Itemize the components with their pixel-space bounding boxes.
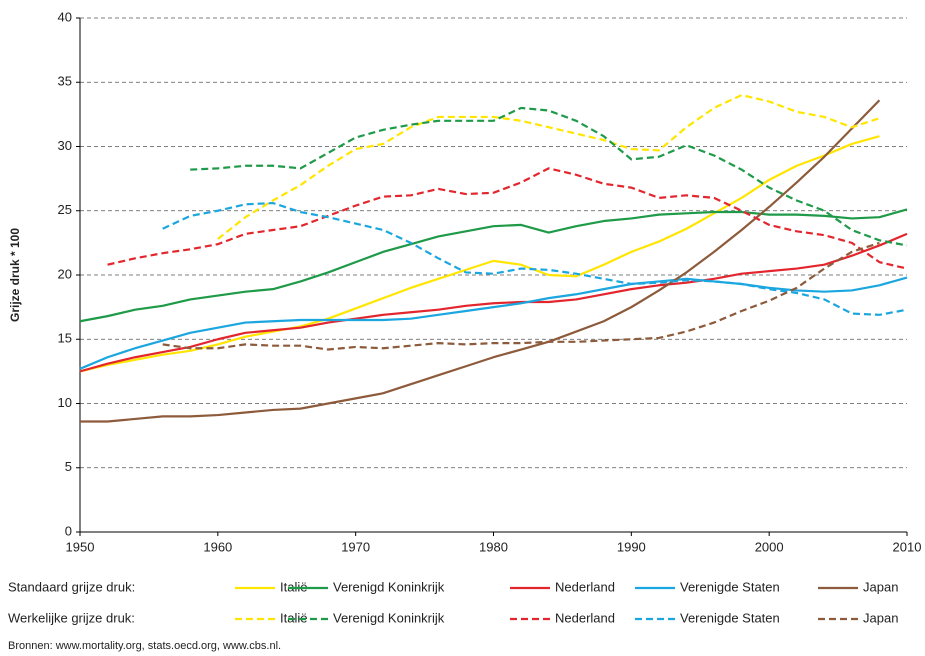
y-tick-label: 0	[65, 523, 72, 538]
x-tick-label: 1950	[66, 539, 95, 554]
x-tick-label: 1990	[617, 539, 646, 554]
source: Bronnen: www.mortality.org, stats.oecd.o…	[8, 640, 281, 652]
legend-label: Verenigde Staten	[680, 579, 780, 594]
series-line	[79, 208, 908, 323]
legend-label: Verenigd Koninkrijk	[333, 610, 445, 625]
series-line	[79, 232, 908, 373]
series-line	[162, 241, 880, 351]
y-tick-label: 35	[58, 74, 72, 89]
legend-label: Nederland	[555, 579, 615, 594]
x-tick-label: 1980	[479, 539, 508, 554]
legend-row-label: Werkelijke grijze druk:	[8, 610, 135, 625]
y-tick-label: 25	[58, 202, 72, 217]
y-tick-label: 40	[58, 9, 72, 24]
y-tick-label: 30	[58, 138, 72, 153]
legend-label: Japan	[863, 610, 898, 625]
series-line	[217, 94, 880, 240]
legend-label: Verenigd Koninkrijk	[333, 579, 445, 594]
series-line	[79, 135, 880, 373]
y-tick-label: 20	[58, 266, 72, 281]
x-tick-label: 1960	[203, 539, 232, 554]
y-axis-label: Grijze druk * 100	[8, 228, 22, 322]
x-tick-label: 1970	[341, 539, 370, 554]
legend-row-label: Standaard grijze druk:	[8, 579, 135, 594]
series-line	[190, 106, 908, 247]
legend-label: Japan	[863, 579, 898, 594]
x-tick-label: 2000	[755, 539, 784, 554]
series-line	[79, 276, 908, 370]
series-line	[107, 167, 908, 270]
x-tick-label: 2010	[893, 539, 922, 554]
series-line	[162, 201, 908, 316]
legend-label: Verenigde Staten	[680, 610, 780, 625]
y-tick-label: 5	[65, 459, 72, 474]
legend-label: Nederland	[555, 610, 615, 625]
y-tick-label: 15	[58, 331, 72, 346]
series-line	[80, 99, 881, 423]
y-tick-label: 10	[58, 395, 72, 410]
